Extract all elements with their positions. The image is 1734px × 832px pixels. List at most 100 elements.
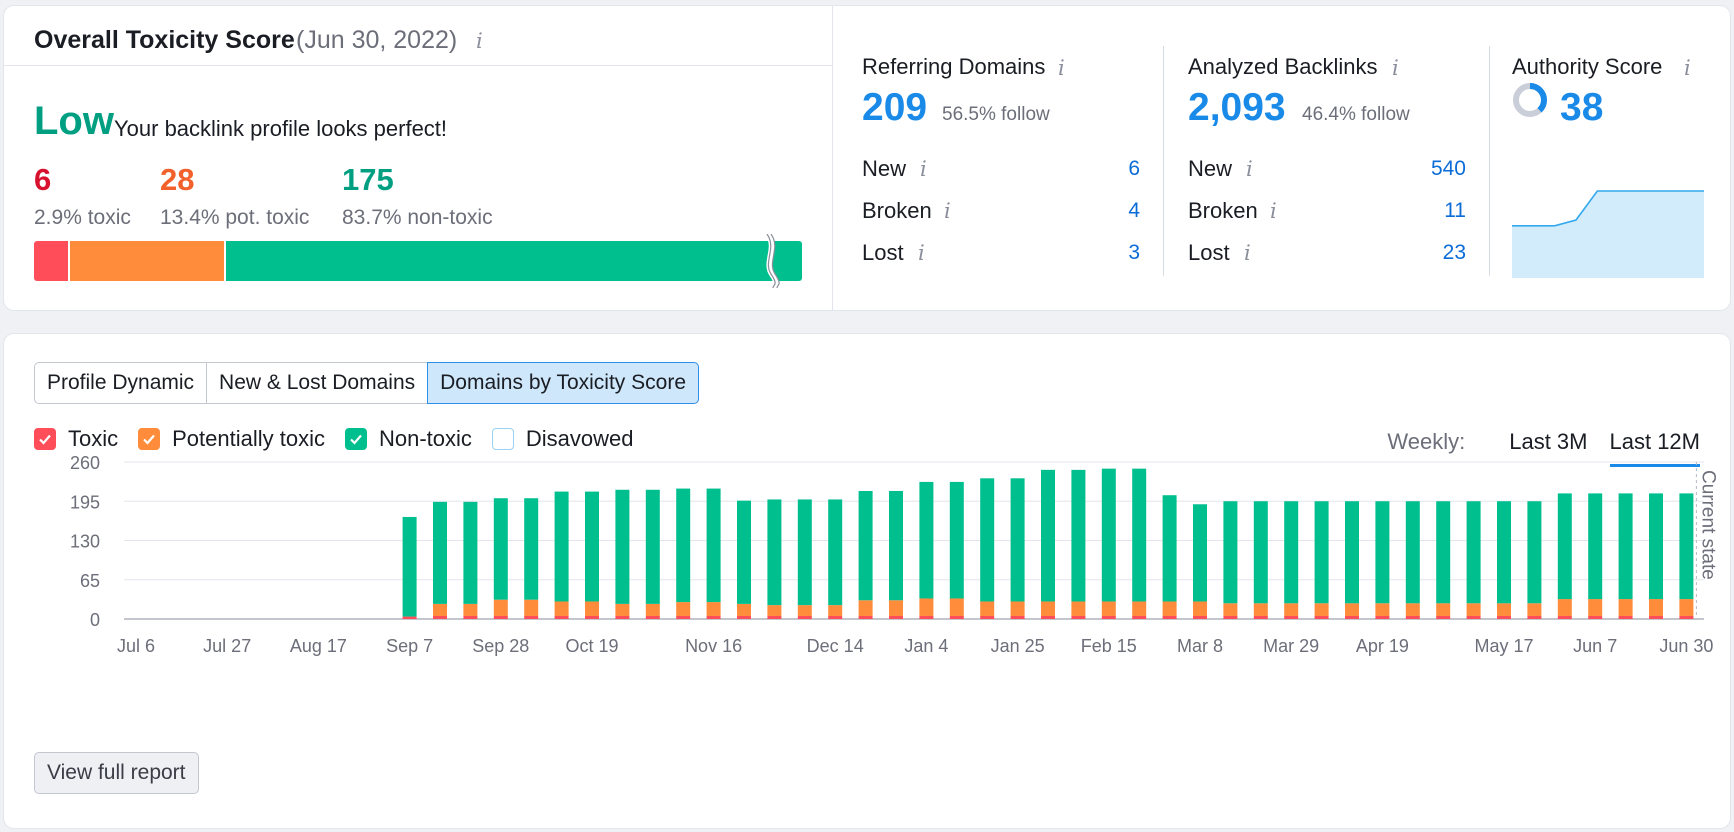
bar-segment-toxic — [1010, 615, 1025, 619]
bar-segment-non-toxic — [706, 488, 721, 603]
bar-segment-toxic — [402, 616, 417, 619]
backlinks-broken-value[interactable]: 11 — [1444, 199, 1466, 222]
scale-break-icon — [765, 234, 780, 288]
toxic-count[interactable]: 6 — [34, 162, 52, 197]
info-icon[interactable]: i — [1244, 241, 1251, 265]
info-icon[interactable]: i — [1246, 157, 1253, 181]
bar-segment-non-toxic — [828, 499, 843, 606]
potentially-toxic-count[interactable]: 28 — [160, 162, 195, 197]
legend-disavowed[interactable]: Disavowed — [491, 426, 634, 452]
bar-segment-potentially-toxic — [1436, 603, 1451, 616]
period-last-12m[interactable]: Last 12M — [1609, 429, 1700, 467]
bar-segment-potentially-toxic — [1071, 601, 1086, 616]
info-icon[interactable]: i — [476, 29, 483, 53]
backlinks-new-value[interactable]: 540 — [1430, 157, 1466, 180]
backlinks-lost-value[interactable]: 23 — [1442, 241, 1466, 264]
bar-segment-toxic — [1071, 615, 1086, 619]
period-selector: Weekly: Last 3M Last 12M — [1387, 429, 1700, 467]
referring-broken-value[interactable]: 4 — [1128, 199, 1140, 222]
bar-segment-potentially-toxic — [676, 602, 691, 616]
bar-segment-toxic — [493, 615, 508, 619]
referring-follow: 56.5% follow — [942, 104, 1050, 125]
checkbox-checked-icon[interactable] — [344, 428, 367, 450]
checkbox-checked-icon[interactable] — [34, 428, 56, 450]
bar-segment-potentially-toxic — [767, 605, 782, 616]
bar-segment-non-toxic — [1466, 501, 1481, 604]
tab-new-lost-domains[interactable]: New & Lost Domains — [206, 362, 429, 404]
bar-segment-non-toxic — [524, 498, 539, 600]
bar-segment-toxic — [585, 615, 599, 619]
bar-segment-toxic — [1223, 615, 1238, 619]
bar-segment-non-toxic — [1010, 478, 1025, 602]
bar-segment-potentially-toxic — [615, 603, 630, 616]
bar-segment-toxic — [1375, 615, 1390, 619]
authority-trend-chart — [1512, 190, 1704, 278]
legend-toxic[interactable]: Toxic — [34, 426, 118, 452]
bar-segment-potentially-toxic — [1223, 603, 1238, 616]
chart-tabs: Profile Dynamic New & Lost Domains Domai… — [34, 362, 699, 404]
bar-segment-potentially-toxic — [1132, 601, 1147, 616]
info-icon[interactable]: i — [918, 241, 925, 265]
non-toxic-segment[interactable] — [225, 241, 802, 281]
bar-segment-non-toxic — [737, 500, 751, 604]
info-icon[interactable]: i — [944, 199, 951, 223]
non-toxic-count[interactable]: 175 — [342, 162, 394, 197]
referring-lost-label: Lost — [862, 240, 904, 265]
period-last-3m[interactable]: Last 3M — [1509, 429, 1588, 454]
bar-segment-potentially-toxic — [463, 603, 478, 616]
bar-segment-non-toxic — [919, 481, 934, 599]
bar-segment-non-toxic — [1375, 501, 1390, 604]
bar-segment-toxic — [645, 615, 660, 619]
bar-segment-toxic — [1649, 615, 1663, 619]
legend-non-toxic[interactable]: Non-toxic — [344, 426, 472, 452]
bar-segment-potentially-toxic — [889, 600, 903, 616]
bar-segment-toxic — [858, 615, 873, 619]
x-tick-label: Feb 15 — [1081, 636, 1137, 656]
y-tick-label: 65 — [80, 571, 100, 591]
bar-segment-potentially-toxic — [1010, 601, 1025, 616]
tab-domains-by-toxicity[interactable]: Domains by Toxicity Score — [427, 362, 699, 404]
bar-segment-non-toxic — [797, 499, 812, 606]
referring-broken-label: Broken — [862, 198, 932, 223]
referring-new-value[interactable]: 6 — [1128, 157, 1140, 180]
authority-trend-area — [1512, 191, 1704, 278]
bar-segment-potentially-toxic — [1588, 599, 1603, 616]
info-icon[interactable]: i — [1058, 56, 1065, 80]
bar-segment-toxic — [1314, 615, 1329, 619]
checkbox-unchecked-icon[interactable] — [491, 428, 514, 450]
toxicity-level: Low — [34, 99, 114, 143]
info-icon[interactable]: i — [1270, 199, 1277, 223]
bar-segment-potentially-toxic — [493, 599, 508, 616]
authority-score-value[interactable]: 38 — [1560, 86, 1604, 129]
bar-segment-potentially-toxic — [737, 603, 751, 616]
info-icon[interactable]: i — [1392, 56, 1399, 80]
referring-new-label: New — [862, 156, 907, 181]
view-full-report-button[interactable]: View full report — [34, 752, 199, 794]
bar-segment-non-toxic — [1527, 501, 1542, 604]
bar-segment-non-toxic — [1497, 501, 1511, 604]
bar-segment-non-toxic — [889, 490, 903, 601]
bar-segment-non-toxic — [645, 489, 660, 604]
bar-segment-non-toxic — [1588, 493, 1603, 600]
x-tick-label: Mar 29 — [1263, 636, 1319, 656]
toxic-segment[interactable] — [34, 241, 71, 281]
bar-segment-potentially-toxic — [980, 601, 995, 616]
info-icon[interactable]: i — [920, 157, 927, 181]
backlinks-label: Analyzed Backlinks — [1188, 54, 1378, 79]
legend-potentially-toxic[interactable]: Potentially toxic — [138, 426, 325, 452]
info-icon[interactable]: i — [1684, 56, 1691, 80]
backlinks-value[interactable]: 2,093 — [1188, 86, 1286, 129]
x-tick-label: Apr 19 — [1356, 636, 1409, 656]
potentially-toxic-segment[interactable] — [70, 241, 226, 281]
bar-segment-non-toxic — [1101, 468, 1116, 602]
bar-segment-potentially-toxic — [585, 601, 599, 616]
referring-domains-value[interactable]: 209 — [862, 86, 928, 129]
referring-lost-value[interactable]: 3 — [1128, 241, 1140, 264]
tab-profile-dynamic[interactable]: Profile Dynamic — [34, 362, 208, 404]
bar-segment-toxic — [1405, 615, 1420, 619]
bar-segment-potentially-toxic — [1253, 603, 1268, 616]
bar-segment-toxic — [1618, 615, 1633, 619]
bar-segment-non-toxic — [1193, 504, 1207, 602]
bar-segment-non-toxic — [1436, 501, 1451, 604]
checkbox-checked-icon[interactable] — [138, 428, 161, 450]
